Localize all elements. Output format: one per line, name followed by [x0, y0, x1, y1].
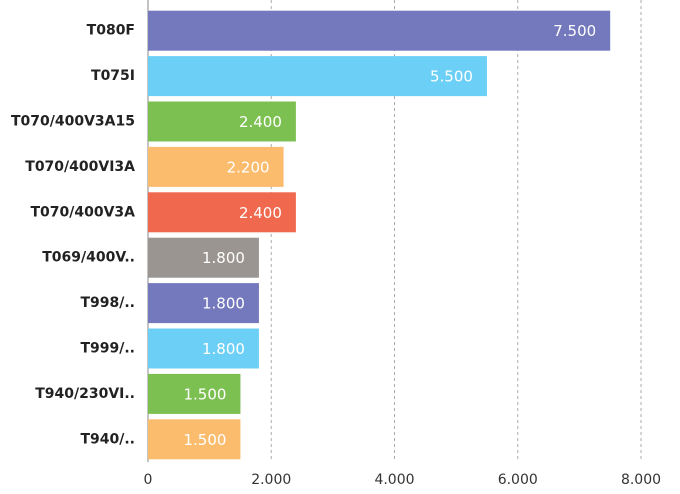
y-tick-label: T075I	[91, 68, 135, 84]
bar	[148, 10, 611, 51]
data-label: 5.500	[430, 68, 473, 86]
data-label: 2.200	[227, 158, 270, 176]
bar	[148, 419, 241, 460]
bar	[148, 192, 296, 233]
y-tick-label: T069/400V..	[42, 250, 135, 266]
data-label: 7.500	[553, 22, 596, 40]
x-tick-label: 6.000	[498, 472, 538, 488]
y-tick-label: T940/..	[80, 431, 135, 447]
data-label: 2.400	[239, 113, 282, 131]
x-tick-label: 4.000	[374, 472, 414, 488]
bar	[148, 373, 241, 414]
bar	[148, 56, 487, 97]
bar	[148, 237, 259, 278]
y-tick-label: T070/400V3A	[30, 204, 135, 220]
bar	[148, 283, 259, 324]
data-label: 1.800	[202, 295, 245, 313]
y-tick-label: T940/230VI..	[35, 386, 135, 402]
data-label: 2.400	[239, 204, 282, 222]
y-tick-label: T998/..	[80, 295, 135, 311]
x-tick-label: 0	[144, 472, 153, 488]
x-tick-label: 8.000	[621, 472, 661, 488]
y-tick-label: T070/400VI3A	[25, 159, 135, 175]
x-tick-label: 2.000	[251, 472, 291, 488]
data-label: 1.800	[202, 249, 245, 267]
bar	[148, 328, 259, 369]
bar	[148, 101, 296, 142]
data-label: 1.500	[183, 431, 226, 449]
y-tick-label: T080F	[87, 23, 135, 39]
data-label: 1.800	[202, 340, 245, 358]
y-tick-label: T070/400V3A15	[11, 114, 135, 130]
y-tick-label: T999/..	[80, 341, 135, 357]
bar	[148, 146, 284, 187]
data-label: 1.500	[183, 385, 226, 403]
